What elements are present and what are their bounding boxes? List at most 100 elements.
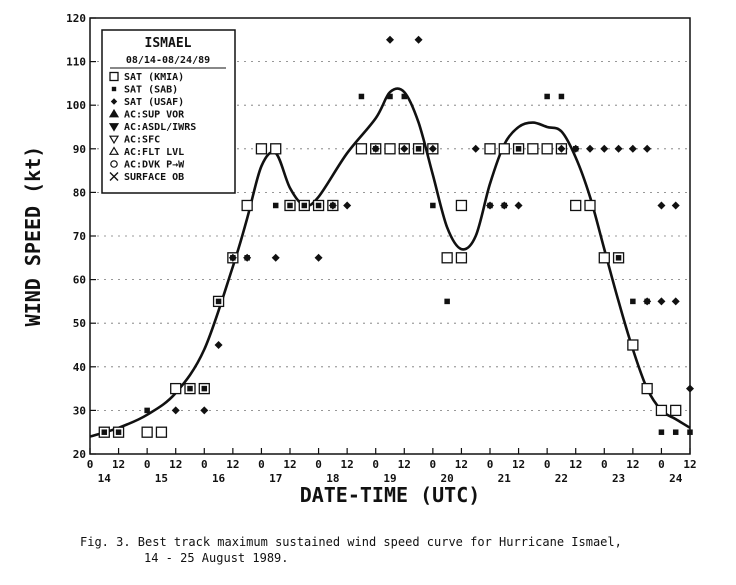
y-tick-label: 100 (66, 99, 86, 112)
x-day-label: 22 (555, 472, 568, 485)
small-square-point (515, 146, 522, 152)
x-day-label: 18 (326, 472, 339, 485)
legend-marker-x (109, 172, 119, 181)
x-tick-label: 0 (430, 458, 437, 471)
x-day-label: 20 (441, 472, 454, 485)
small-square-point (315, 202, 322, 209)
small-square-point (272, 202, 279, 209)
figure-caption-line2: 14 - 25 August 1989. (144, 551, 289, 565)
observation-points (98, 35, 694, 438)
small-square-point (215, 298, 222, 305)
legend-marker-triangle-down (108, 123, 120, 132)
x-day-label: 21 (498, 472, 512, 485)
x-tick-label: 12 (226, 458, 239, 471)
small-square-point (115, 429, 122, 435)
small-square-point (387, 93, 393, 100)
small-square-point (558, 93, 565, 100)
x-day-label: 15 (155, 472, 168, 485)
open-square-point (384, 143, 396, 155)
open-square-point (170, 382, 182, 395)
y-tick-label: 90 (73, 143, 86, 156)
diamond-point (343, 201, 352, 210)
y-tick-label: 20 (73, 448, 86, 461)
x-tick-label: 0 (144, 458, 151, 471)
open-square-point (641, 382, 653, 395)
diamond-point (200, 406, 209, 415)
diamond-point (471, 144, 480, 153)
legend-marker-small-square (111, 86, 117, 92)
y-tick-label: 70 (73, 230, 86, 243)
x-tick-label: 12 (569, 458, 582, 471)
diamond-point (657, 297, 666, 306)
legend-entry-label: SAT (USAF) (124, 97, 184, 108)
legend-entry-label: AC:SFC (124, 135, 160, 146)
open-square-point (455, 199, 468, 212)
diamond-point (371, 144, 380, 153)
diamond-point (671, 201, 680, 210)
x-tick-label: 0 (658, 458, 665, 471)
x-tick-label: 0 (487, 458, 494, 471)
legend-marker-triangle-up (108, 108, 120, 118)
legend-marker-diamond (110, 98, 118, 105)
legend-entry-label: AC:SUP VOR (124, 110, 185, 121)
small-square-point (615, 255, 622, 261)
x-day-label: 24 (669, 472, 683, 485)
diamond-point (328, 201, 337, 210)
x-tick-label: 0 (544, 458, 551, 471)
y-tick-label: 30 (73, 404, 86, 417)
diamond-point (400, 144, 409, 153)
diamond-point (500, 201, 509, 210)
y-tick-label: 50 (73, 317, 86, 330)
diamond-point (414, 35, 423, 44)
legend-marker-triangle-down-open (108, 135, 120, 145)
open-square-point (541, 143, 553, 155)
open-square-point (455, 252, 468, 264)
x-tick-label: 12 (398, 458, 411, 471)
legend-entry-label: AC:DVK P→W (124, 160, 185, 171)
legend-storm-name: ISMAEL (145, 36, 192, 51)
open-square-point (241, 199, 253, 212)
small-square-point (187, 385, 193, 392)
x-tick-label: 0 (258, 458, 265, 471)
diamond-point (671, 297, 680, 306)
open-square-point (355, 143, 368, 155)
x-day-label: 23 (612, 472, 625, 485)
open-square-point (441, 252, 453, 264)
legend: ISMAEL 08/14-08/24/89 SAT (KMIA) SAT (SAB… (101, 29, 236, 194)
diamond-point (428, 144, 437, 153)
small-square-point (630, 298, 636, 305)
legend-marker-triangle-up-open (108, 146, 120, 155)
x-tick-label: 12 (341, 458, 354, 471)
diamond-point (586, 144, 594, 153)
legend-marker-open-square (109, 71, 119, 82)
x-tick-label: 12 (512, 458, 525, 471)
x-axis-title: DATE-TIME (UTC) (300, 483, 481, 507)
best-track-curve (89, 87, 691, 438)
legend-entry-label: SAT (KMIA) (124, 72, 184, 83)
legend-date-range: 08/14-08/24/89 (126, 55, 210, 66)
legend-entry-label: AC:FLT LVL (124, 147, 184, 158)
small-square-point (444, 298, 450, 305)
diamond-point (557, 144, 566, 153)
legend-entries: SAT (KMIA) SAT (SAB)SAT (USAF) AC:SUP VOR A… (108, 71, 196, 183)
open-square-point (584, 199, 596, 212)
open-square-point (141, 426, 153, 438)
y-tick-label: 60 (73, 274, 86, 287)
x-tick-label: 0 (372, 458, 379, 471)
diamond-point (657, 201, 666, 210)
diamond-point (171, 406, 180, 415)
open-square-point (270, 143, 282, 155)
y-tick-label: 40 (73, 361, 86, 374)
y-tick-label: 80 (73, 186, 86, 199)
x-tick-label: 12 (112, 458, 125, 471)
open-square-point (484, 143, 496, 155)
legend-entry-label: SAT (SAB) (124, 85, 178, 96)
x-tick-label: 0 (601, 458, 608, 471)
small-square-point (101, 429, 108, 435)
y-axis-title: WIND SPEED (kt) (21, 146, 45, 327)
diamond-point (228, 253, 237, 262)
small-square-point (687, 429, 693, 435)
open-square-point (498, 143, 510, 155)
diamond-point (600, 144, 609, 153)
